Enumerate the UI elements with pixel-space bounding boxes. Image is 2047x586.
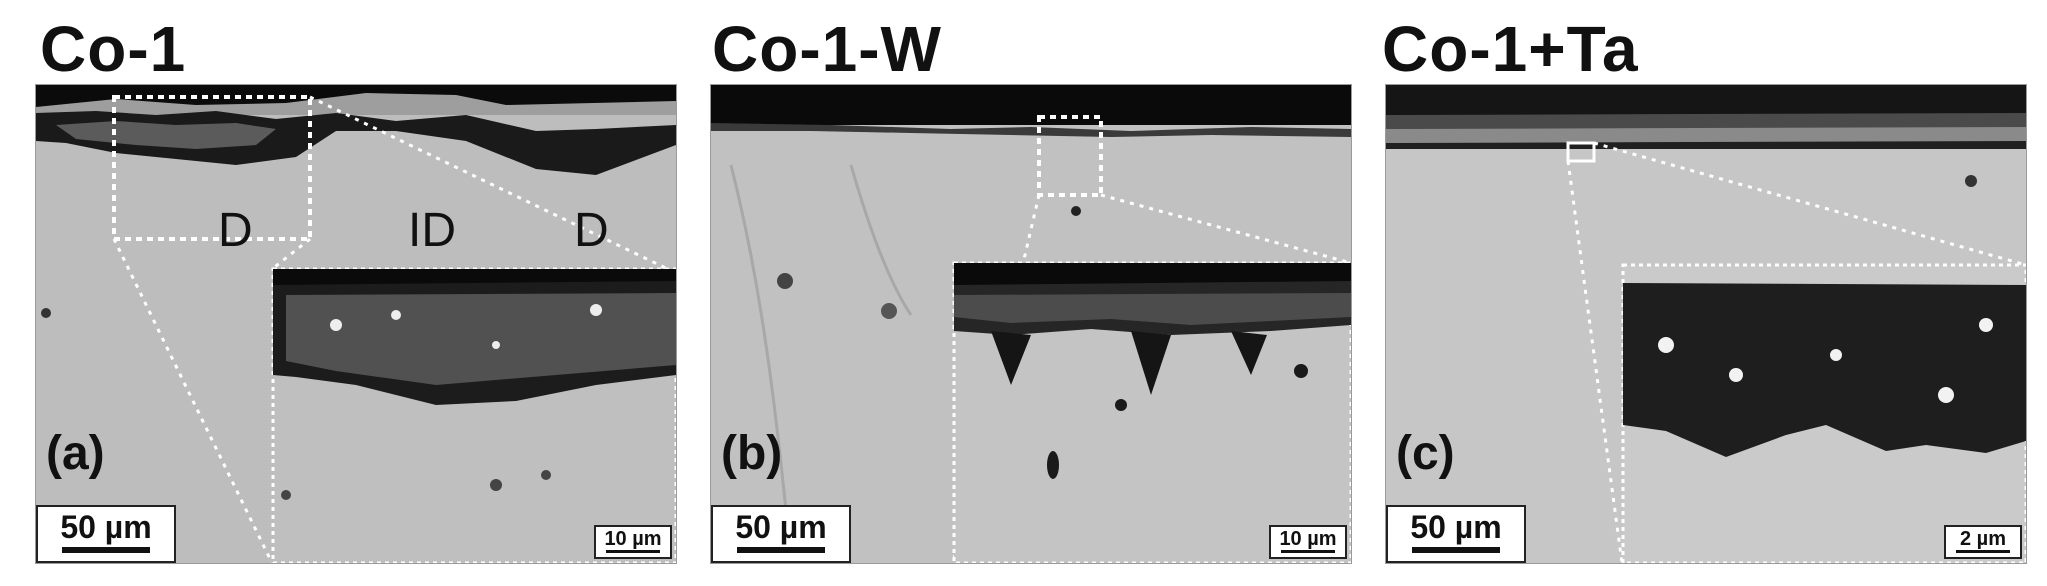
panel-a-scalebar-label: 50 µm bbox=[60, 509, 152, 545]
panel-b-inset-scalebar: 10 µm bbox=[1269, 525, 1347, 559]
panel-c: (c) 50 µm 2 µm bbox=[1385, 84, 2027, 564]
region-label-d-left: D bbox=[218, 204, 253, 257]
panel-a-letter: (a) bbox=[46, 427, 105, 480]
panel-b-inset-scalebar-line bbox=[1281, 550, 1335, 553]
panel-c-inset-scalebar-label: 2 µm bbox=[1960, 528, 2006, 550]
panel-c-inset-scalebar: 2 µm bbox=[1944, 525, 2022, 559]
panel-a-micrograph bbox=[36, 85, 676, 563]
panel-b-inset-scalebar-label: 10 µm bbox=[1279, 528, 1337, 550]
panel-a-inset-scalebar-line bbox=[606, 550, 660, 553]
panel-b-letter: (b) bbox=[721, 427, 783, 480]
panel-c-scalebar: 50 µm bbox=[1386, 505, 1526, 563]
panel-b-scalebar-line bbox=[737, 547, 825, 553]
panel-a-scalebar: 50 µm bbox=[36, 505, 176, 563]
panel-b-title: Co-1-W bbox=[712, 13, 942, 85]
panel-c-letter: (c) bbox=[1396, 427, 1455, 480]
panel-a-title: Co-1 bbox=[40, 13, 187, 85]
panel-a-inset-scalebar: 10 µm bbox=[594, 525, 672, 559]
panel-b-micrograph bbox=[711, 85, 1351, 563]
region-label-d-right: D bbox=[574, 204, 609, 257]
panel-c-inset-scalebar-line bbox=[1956, 550, 2010, 553]
panel-c-micrograph bbox=[1386, 85, 2026, 563]
panel-b-scalebar: 50 µm bbox=[711, 505, 851, 563]
panel-b-scalebar-label: 50 µm bbox=[735, 509, 827, 545]
panel-a: D ID D (a) 50 µm 10 µm bbox=[35, 84, 677, 564]
panel-a-inset-scalebar-label: 10 µm bbox=[604, 528, 662, 550]
panel-b: (b) 50 µm 10 µm bbox=[710, 84, 1352, 564]
region-label-id: ID bbox=[408, 204, 456, 257]
panel-c-title: Co-1+Ta bbox=[1382, 13, 1639, 85]
panel-c-scalebar-label: 50 µm bbox=[1410, 509, 1502, 545]
panel-a-scalebar-line bbox=[62, 547, 150, 553]
panel-c-scalebar-line bbox=[1412, 547, 1500, 553]
